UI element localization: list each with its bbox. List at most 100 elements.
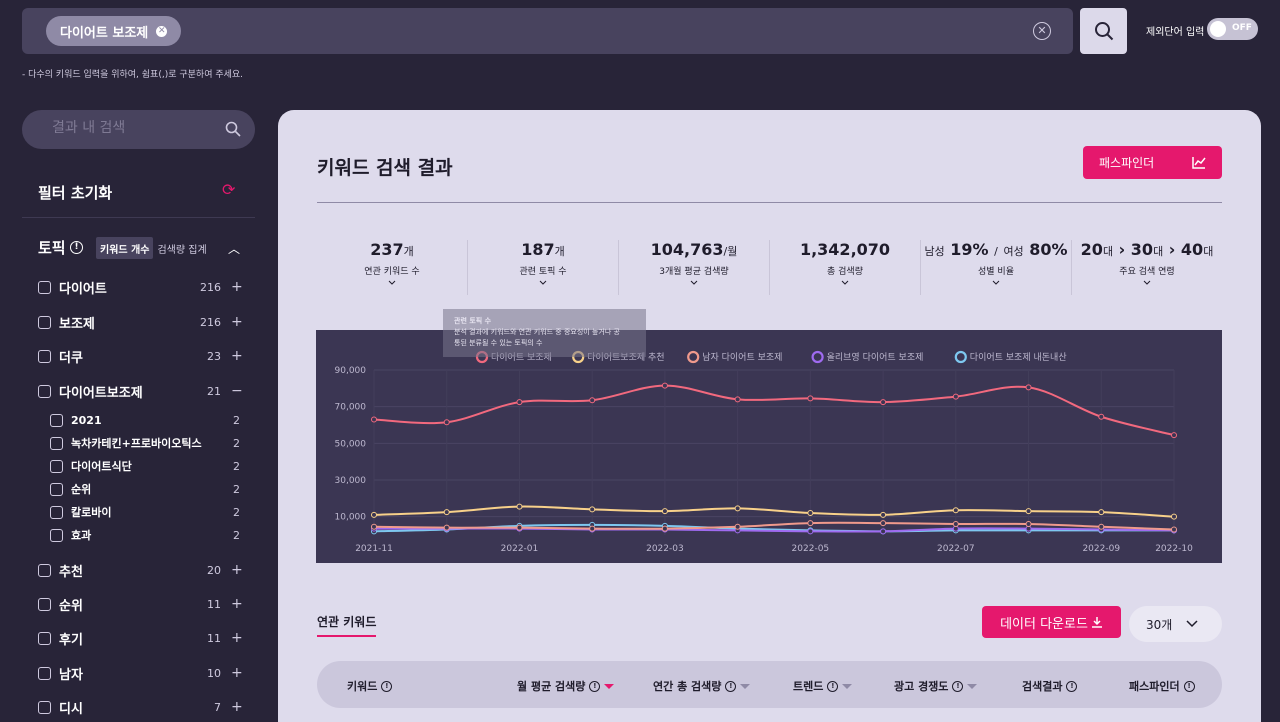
keyword-search-bar[interactable]: 다이어트 보조제 ✕ ✕ [22,8,1073,54]
info-icon[interactable]: ! [1066,680,1078,692]
chevron-down-icon[interactable] [388,279,396,287]
stat-unit: 개 [554,245,565,258]
data-point [661,382,668,389]
sub-topic-item[interactable]: 순위 2 [50,480,240,498]
chevron-down-icon[interactable] [690,279,698,287]
download-button[interactable]: 데이터 다운로드 [982,606,1121,638]
expand-icon[interactable]: + [231,596,243,612]
active-tab-underline [317,635,376,637]
sort-desc-icon[interactable] [604,683,615,689]
checkbox[interactable] [50,482,63,496]
stat-avg-volume[interactable]: 104,763/월 3개월 평균 검색량 [619,240,770,295]
topic-mode-segment[interactable]: 키워드 개수 검색량 집계 [96,237,211,259]
sort-icon[interactable] [740,683,751,689]
topic-item[interactable]: 남자 10 + [38,663,243,683]
sort-icon[interactable] [967,683,978,689]
info-tooltip: 관련 토픽 수 분석 결과에 키워드와 연관 키워드 중 중요성이 높거나 공 … [443,309,646,357]
legend-label: 올리브영 다이어트 보조제 [827,352,924,363]
sub-topic-item[interactable]: 칼로바이 2 [50,503,240,521]
expand-icon[interactable]: + [231,279,243,295]
search-button[interactable] [1080,8,1127,54]
search-icon [1094,22,1113,41]
stat-total-volume[interactable]: 1,342,070 총 검색량 [770,240,921,295]
topic-item[interactable]: 더쿠 23 + [38,346,243,366]
x-tick-label: 2022-07 [937,544,975,554]
search-icon[interactable] [225,121,241,137]
col-trend[interactable]: 트렌드! [793,678,853,694]
clear-search-icon[interactable]: ✕ [1033,22,1051,40]
trend-chart: 90,000 70,000 50,000 30,000 10,000 2021-11 202… [316,330,1222,563]
stat-age[interactable]: 20대 › 30대 › 40대 주요 검색 연령 [1072,240,1222,295]
col-keyword[interactable]: 키워드! [347,678,393,694]
checkbox[interactable] [38,666,51,680]
keyword-chip[interactable]: 다이어트 보조제 ✕ [46,16,182,46]
refresh-icon[interactable]: ⟳ [222,180,236,199]
data-point [1171,432,1177,439]
topic-item[interactable]: 순위 11 + [38,594,243,614]
topic-item[interactable]: 다이어트 216 + [38,277,243,297]
topic-item[interactable]: 다이어트보조제 21− [38,381,243,401]
checkbox[interactable] [38,631,51,645]
checkbox[interactable] [50,505,63,519]
seg-keyword-count[interactable]: 키워드 개수 [96,237,154,259]
info-icon[interactable]: ! [827,680,839,692]
chevron-up-icon[interactable]: ︿ [228,242,241,256]
expand-icon[interactable]: + [231,699,243,715]
topic-item[interactable]: 추천 20 + [38,560,243,580]
data-point [1098,413,1105,420]
checkbox[interactable] [38,384,51,398]
chevron-down-icon[interactable] [841,279,849,287]
expand-icon[interactable]: + [231,562,243,578]
chevron-down-icon[interactable] [1143,279,1151,287]
seg-search-volume[interactable]: 검색량 집계 [157,245,207,256]
result-search-input[interactable] [52,120,222,136]
sub-topic-item[interactable]: 녹차카테킨+프로바이오틱스 2 [50,434,240,452]
result-search-box[interactable] [22,110,255,149]
col-pathfinder[interactable]: 패스파인더! [1129,678,1195,694]
stat-gender-ratio[interactable]: 남성 19% / 여성 80% 성별 비율 [921,240,1072,295]
checkbox[interactable] [38,563,51,577]
info-icon[interactable]: ! [381,680,393,692]
info-icon[interactable]: ! [952,680,964,692]
checkbox[interactable] [50,528,63,542]
topic-item[interactable]: 후기 11 + [38,628,243,648]
info-icon[interactable]: ! [70,241,83,254]
info-icon[interactable]: ! [725,680,737,692]
expand-icon[interactable]: + [231,314,243,330]
chevron-down-icon[interactable] [539,279,547,287]
exclude-word-toggle[interactable]: OFF [1207,18,1258,40]
checkbox[interactable] [38,315,51,329]
chevron-down-icon[interactable] [992,279,1000,287]
checkbox[interactable] [50,413,63,427]
sub-topic-label: 2021 [71,413,102,427]
info-icon[interactable]: ! [1183,680,1195,692]
topic-item[interactable]: 보조제 216 + [38,312,243,332]
tab-related-keywords[interactable]: 연관 키워드 [317,615,377,629]
checkbox[interactable] [38,349,51,363]
stat-related-topics[interactable]: 187개 관련 토픽 수 [468,240,619,295]
sub-topic-item[interactable]: 효과 2 [50,526,240,544]
expand-icon[interactable]: + [231,665,243,681]
chip-remove-icon[interactable]: ✕ [156,25,168,37]
checkbox[interactable] [50,459,63,473]
expand-icon[interactable]: + [231,348,243,364]
sub-topic-item[interactable]: 다이어트식단 2 [50,457,240,475]
checkbox[interactable] [50,436,63,450]
col-search-results[interactable]: 검색결과! [1022,678,1078,694]
checkbox[interactable] [38,700,51,714]
page-size-select[interactable]: 30개 [1129,606,1222,642]
info-icon[interactable]: ! [589,680,601,692]
col-ad-competition[interactable]: 광고 경쟁도! [894,678,978,694]
col-annual-total[interactable]: 연간 총 검색량! [653,678,751,694]
pathfinder-button[interactable]: 패스파인더 [1083,146,1222,179]
stat-related-keywords[interactable]: 237개 연관 키워드 수 [317,240,468,295]
collapse-icon[interactable]: − [231,383,243,399]
checkbox[interactable] [38,597,51,611]
expand-icon[interactable]: + [231,630,243,646]
col-monthly-avg[interactable]: 월 평균 검색량! [517,678,615,694]
sub-topic-count: 2 [233,505,240,519]
sub-topic-item[interactable]: 2021 2 [50,411,240,429]
checkbox[interactable] [38,280,51,294]
sort-icon[interactable] [842,683,853,689]
topic-item[interactable]: 디시 7 + [38,697,243,717]
